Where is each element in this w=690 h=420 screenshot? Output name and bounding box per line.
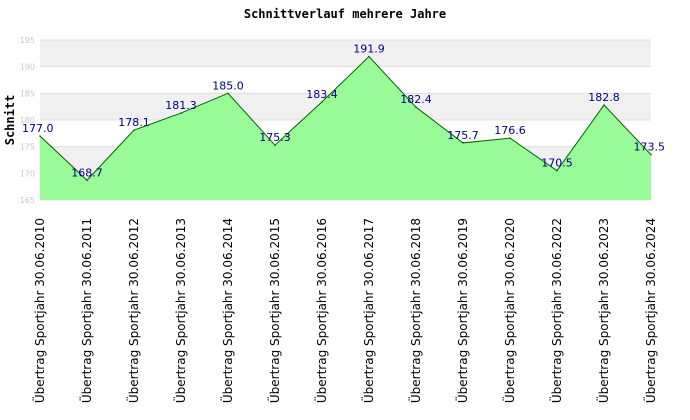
x-tick-label: Übertrag Sportjahr 30.06.2023 — [595, 218, 611, 403]
y-tick-labels: 165 170 175 180 185 190 195 — [20, 36, 35, 205]
x-tick-label: Übertrag Sportjahr 30.06.2024 — [642, 218, 658, 403]
data-point — [86, 179, 88, 182]
background-band — [40, 40, 651, 67]
data-label: 183.4 — [306, 88, 338, 101]
y-tick-label: 195 — [20, 36, 35, 45]
x-tick-label: Übertrag Sportjahr 30.06.2013 — [172, 218, 188, 403]
x-tick-label: Übertrag Sportjahr 30.06.2010 — [31, 218, 47, 403]
data-point — [133, 129, 135, 131]
x-tick-label: Übertrag Sportjahr 30.06.2018 — [407, 218, 423, 403]
x-tick-label: Übertrag Sportjahr 30.06.2022 — [548, 218, 564, 403]
data-label: 182.8 — [588, 91, 620, 104]
x-tick-label: Übertrag Sportjahr 30.06.2014 — [219, 218, 235, 403]
data-label: 178.1 — [118, 116, 150, 129]
data-label: 181.3 — [165, 99, 197, 112]
chart-title: Schnittverlauf mehrere Jahre — [244, 7, 446, 21]
y-tick-label: 185 — [20, 89, 35, 98]
data-point — [509, 137, 511, 139]
data-label: 191.9 — [353, 43, 385, 56]
x-tick-label: Übertrag Sportjahr 30.06.2020 — [501, 218, 517, 403]
data-label: 175.7 — [447, 129, 479, 142]
x-tick-label: Übertrag Sportjahr 30.06.2016 — [313, 218, 329, 403]
series-line — [39, 55, 652, 181]
x-tick-label: Übertrag Sportjahr 30.06.2019 — [454, 218, 470, 403]
data-point — [39, 135, 41, 137]
data-label: 182.4 — [400, 93, 432, 106]
data-point — [180, 112, 182, 114]
data-label: 168.7 — [71, 166, 103, 179]
x-tick-label: Übertrag Sportjahr 30.06.2015 — [266, 218, 282, 403]
y-axis-label: Schnitt — [3, 95, 17, 146]
x-tick-labels: Übertrag Sportjahr 30.06.2010 Übertrag Sp… — [31, 218, 658, 403]
data-label: 176.6 — [494, 124, 526, 137]
x-tick-label: Übertrag Sportjahr 30.06.2011 — [78, 218, 94, 403]
area-fill — [40, 56, 651, 201]
data-point — [556, 169, 558, 172]
y-tick-label: 170 — [20, 169, 35, 178]
data-point — [650, 153, 652, 156]
data-label: 177.0 — [22, 122, 54, 135]
data-point — [227, 92, 229, 95]
data-label: 173.5 — [634, 141, 666, 154]
data-label: 175.3 — [259, 131, 291, 144]
data-point — [321, 101, 323, 103]
data-point — [368, 55, 370, 58]
y-tick-label: 165 — [20, 196, 35, 205]
data-labels: 177.0 168.7 178.1 181.3 185.0 175.3 183.4 191.9… — [22, 43, 665, 180]
data-point — [415, 106, 417, 108]
area-series — [39, 55, 652, 201]
y-tick-label: 180 — [20, 116, 35, 125]
data-point — [462, 142, 464, 144]
y-tick-label: 190 — [20, 63, 35, 72]
data-point — [603, 104, 605, 106]
data-label: 185.0 — [212, 79, 244, 92]
data-label: 170.5 — [541, 157, 573, 170]
y-tick-label: 175 — [20, 143, 35, 152]
x-tick-label: Übertrag Sportjahr 30.06.2012 — [125, 218, 141, 403]
x-tick-label: Übertrag Sportjahr 30.06.2017 — [360, 218, 376, 403]
data-point — [274, 144, 276, 146]
